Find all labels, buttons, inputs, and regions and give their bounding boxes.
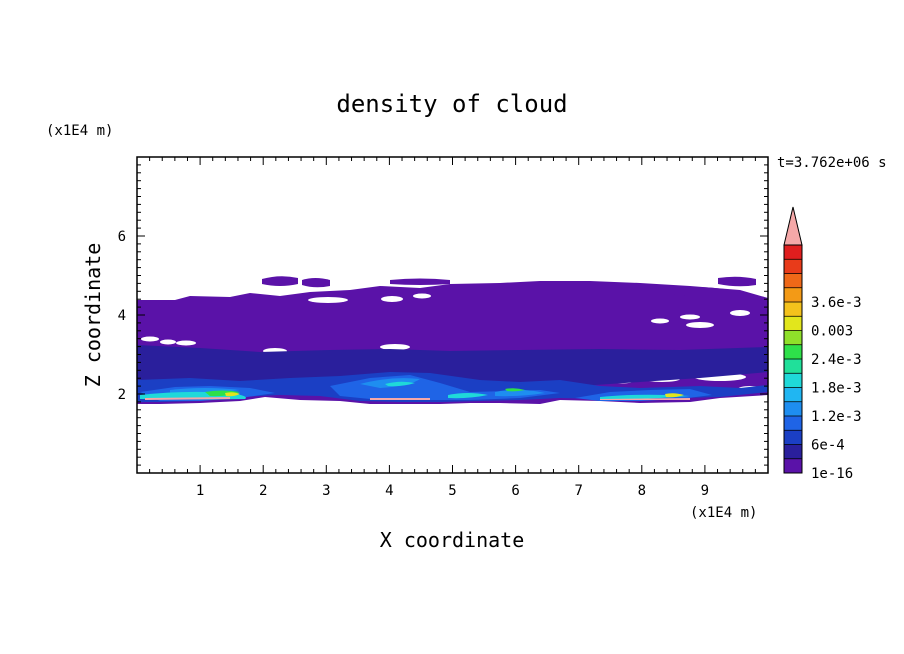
contour-level-1.2e-3 — [495, 389, 545, 397]
x-tick-label: 7 — [574, 483, 582, 499]
colorbar-label: 1.2e-3 — [811, 409, 862, 425]
time-label: t=3.762e+06 s — [777, 155, 887, 171]
colorbar-swatch — [784, 373, 802, 388]
contour-field — [137, 276, 768, 404]
colorbar-label: 1e-16 — [811, 466, 853, 482]
contour-level-3e-4 — [137, 345, 768, 388]
colorbar-swatch — [784, 259, 802, 274]
x-tick-label: 8 — [638, 483, 646, 499]
colorbar-swatch — [784, 458, 802, 474]
x-tick-label: 4 — [385, 483, 393, 499]
colorbar-swatch — [784, 359, 802, 374]
x-unit-label: (x1E4 m) — [690, 505, 757, 521]
x-tick-label: 1 — [196, 483, 204, 499]
contour-patch — [302, 278, 330, 288]
contour-level-2.4e-3 — [505, 388, 525, 392]
x-axis-ticks: 1 2 3 4 5 6 7 8 9 — [149, 157, 756, 499]
colorbar-label: 0.003 — [811, 324, 853, 340]
chart-title: density of cloud — [336, 90, 567, 118]
y-tick-label: 2 — [118, 387, 126, 403]
colorbar-swatch — [784, 444, 802, 460]
x-tick-label: 9 — [701, 483, 709, 499]
contour-level-1.8e-3 — [448, 393, 488, 399]
colorbar-label: 1.8e-3 — [811, 381, 862, 397]
colorbar-swatch — [784, 316, 802, 331]
contour-patch — [670, 286, 730, 297]
colorbar-swatch — [784, 245, 802, 260]
colorbar-swatch — [784, 387, 802, 403]
x-axis-label: X coordinate — [380, 528, 525, 552]
y-axis-ticks: 2 4 6 — [118, 164, 768, 466]
y-tick-label: 4 — [118, 308, 126, 324]
colorbar-label: 2.4e-3 — [811, 352, 862, 368]
colorbar-swatch — [784, 330, 802, 346]
contour-level-2.4e-3 — [665, 393, 684, 398]
contour-level-3.6e-3 — [370, 398, 430, 400]
colorbar-swatch — [784, 287, 802, 303]
colorbar-label: 3.6e-3 — [811, 295, 862, 311]
colorbar-swatch — [784, 273, 802, 289]
colorbar-swatch — [784, 302, 802, 317]
x-tick-label: 5 — [448, 483, 456, 499]
colorbar: 1e-16 6e-4 1.2e-3 1.8e-3 2.4e-3 0.003 3.6e-3 — [783, 206, 862, 482]
contour-level-2.4e-3 — [225, 392, 240, 397]
y-axis-label: Z coordinate — [81, 243, 105, 388]
contour-patch — [718, 276, 756, 287]
contour-patch — [262, 276, 298, 286]
y-tick-label: 6 — [118, 229, 126, 245]
colorbar-swatch — [784, 344, 802, 360]
contour-level-3.6e-3 — [600, 398, 690, 400]
contour-level-3.6e-3 — [145, 397, 230, 400]
colorbar-label: 6e-4 — [811, 438, 845, 454]
colorbar-swatch — [784, 430, 802, 445]
colorbar-swatch — [784, 416, 802, 431]
contour-level-1.8e-3 — [385, 381, 415, 387]
contour-level-2.4e-3 — [205, 390, 240, 397]
colorbar-extend-arrow — [783, 206, 803, 246]
colorbar-swatch — [784, 401, 802, 417]
x-tick-label: 3 — [322, 483, 330, 499]
contour-patch — [390, 278, 450, 285]
x-tick-label: 6 — [511, 483, 519, 499]
y-unit-label: (x1E4 m) — [46, 123, 113, 139]
x-tick-label: 2 — [259, 483, 267, 499]
